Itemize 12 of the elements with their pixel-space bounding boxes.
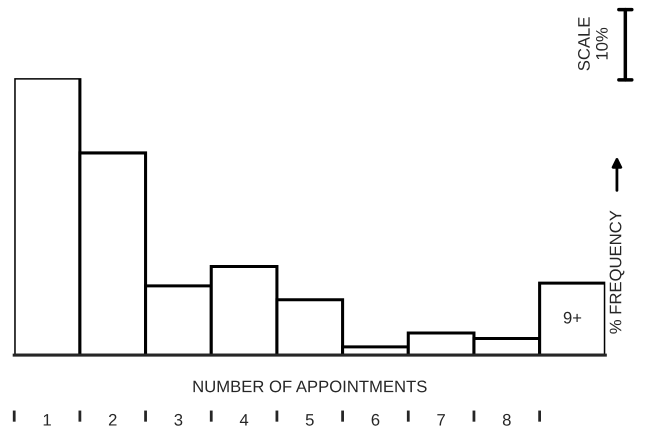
x-tick-label: 8 bbox=[502, 414, 511, 426]
x-tick-label: 6 bbox=[372, 414, 380, 426]
x-tick-label: 3 bbox=[174, 414, 182, 426]
x-tick-label: 5 bbox=[306, 414, 314, 426]
x-tick-label: 9+ bbox=[564, 312, 582, 324]
x-tick-label: 1 bbox=[44, 414, 51, 426]
x-tick-label: 4 bbox=[240, 414, 248, 426]
x-tick-label: 2 bbox=[108, 414, 117, 426]
text: SCALE 10% bbox=[578, 17, 608, 70]
y-axis-title: % FREQUENCY bbox=[610, 210, 624, 334]
x-axis-title: NUMBER OF APPOINTMENTS bbox=[194, 380, 427, 392]
x-tick-label: 7 bbox=[437, 414, 445, 426]
